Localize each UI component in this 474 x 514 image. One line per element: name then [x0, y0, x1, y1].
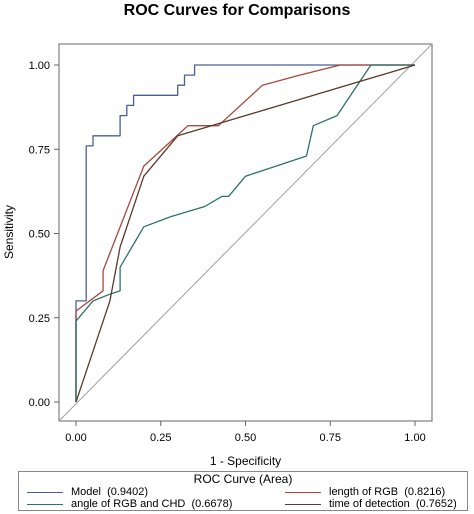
y-tick-label: 0.50: [29, 229, 50, 241]
series-line-length-of-rgb: [75, 64, 415, 402]
legend-label-angle-of-rgb-and-chd: angle of RGB and CHD: [71, 498, 186, 510]
legend-area-time-of-detection: (0.7652): [415, 498, 457, 510]
legend-title: ROC Curve (Area): [193, 472, 293, 486]
x-tick-label: 0.25: [150, 432, 171, 444]
legend-item-angle-of-rgb-and-chd: angle of RGB and CHD (0.6678): [27, 498, 232, 510]
reference-diagonal-line: [58, 43, 433, 422]
x-tick-label: 0.50: [235, 432, 256, 444]
legend-item-length-of-rgb: length of RGB (0.8216): [285, 486, 445, 498]
legend-swatch-length-of-rgb: [285, 491, 321, 493]
chart-title: ROC Curves for Comparisons: [123, 2, 351, 19]
y-tick-label: 0.25: [29, 313, 50, 325]
series-line-model: [75, 64, 415, 402]
legend-item-model: Model (0.9402): [27, 486, 148, 498]
y-tick-label: 0.00: [29, 397, 50, 409]
legend-area-model: (0.9402): [107, 486, 149, 498]
legend: ROC Curve (Area) Model (0.9402) length o…: [18, 471, 468, 511]
y-tick-label: 1.00: [29, 60, 50, 72]
legend-area-angle-of-rgb-and-chd: (0.6678): [191, 498, 233, 510]
x-tick-label: 1.00: [404, 432, 425, 444]
x-tick-label: 0.00: [65, 432, 86, 444]
series-line-angle-of-rgb-and-chd: [75, 64, 415, 402]
x-axis-label: 1 - Specificity: [210, 454, 281, 468]
legend-label-time-of-detection: time of detection: [329, 498, 410, 510]
y-tick-label: 0.75: [29, 144, 50, 156]
x-tick-label: 0.75: [320, 432, 341, 444]
legend-area-length-of-rgb: (0.8216): [404, 486, 446, 498]
legend-swatch-time-of-detection: [285, 503, 321, 505]
legend-label-length-of-rgb: length of RGB: [329, 486, 399, 498]
legend-swatch-model: [27, 491, 63, 493]
y-axis-label: Sensitivity: [2, 205, 16, 259]
legend-label-model: Model: [71, 486, 101, 498]
legend-item-time-of-detection: time of detection (0.7652): [285, 498, 457, 510]
legend-swatch-angle-of-rgb-and-chd: [27, 503, 63, 505]
series-line-time-of-detection: [75, 64, 416, 403]
